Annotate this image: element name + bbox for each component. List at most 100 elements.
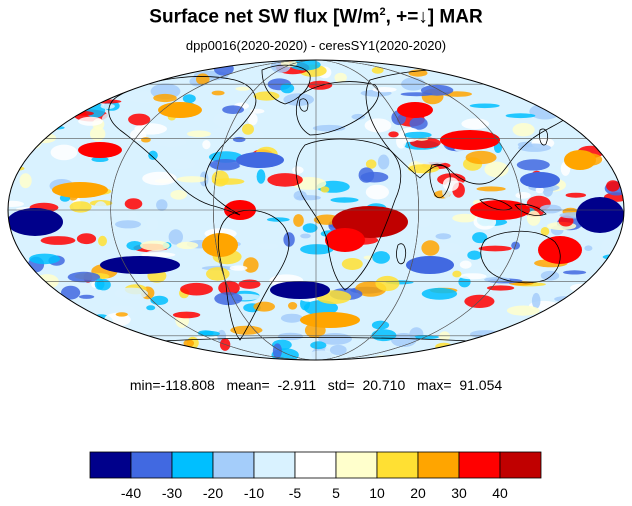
field-blob (140, 240, 170, 251)
field-blob (206, 267, 230, 281)
field-blob (518, 143, 551, 152)
coastline-north-america (108, 76, 257, 216)
field-blob (371, 66, 384, 74)
field-blob (329, 344, 347, 356)
field-blob (218, 280, 240, 296)
field-blob (469, 103, 500, 109)
field-blob (307, 80, 333, 90)
field-blob (458, 276, 471, 288)
field-feature (300, 312, 360, 328)
field-blob (472, 232, 488, 244)
colorbar-swatch (253, 451, 296, 479)
field-feature (202, 233, 238, 257)
field-blob (459, 260, 472, 269)
field-blob (280, 313, 303, 323)
field-blob (300, 233, 311, 239)
field-blob (403, 131, 432, 139)
field-blob (101, 110, 137, 127)
field-blob (546, 161, 561, 167)
field-blob (476, 186, 506, 192)
field-blob (230, 325, 263, 335)
field-blob (306, 350, 337, 360)
field-blob (98, 235, 107, 247)
field-blob (506, 305, 540, 316)
field-blob (484, 161, 509, 178)
field-blob (91, 156, 109, 162)
statistics-line: min=-118.808 mean= -2.911 std= 20.710 ma… (129, 377, 503, 393)
meridian-line (110, 60, 522, 360)
field-blob (229, 265, 248, 271)
colorbar-swatch (212, 451, 255, 479)
field-blob (531, 292, 541, 309)
field-blob (156, 199, 168, 211)
field-blob (365, 159, 377, 169)
coastline-indonesia (479, 198, 513, 211)
field-blob (235, 86, 250, 91)
colorbar-swatch (294, 451, 337, 479)
field-feature (406, 256, 454, 274)
field-blob (310, 341, 327, 350)
field-blob (606, 180, 620, 192)
field-blob (465, 150, 497, 165)
field-blob (146, 305, 156, 311)
field-feature (100, 256, 180, 274)
field-blob (19, 173, 32, 189)
coastline-south-america (217, 209, 290, 341)
field-feature (564, 150, 596, 170)
field-blob (416, 218, 432, 228)
field-blob (464, 294, 495, 308)
field-blob (114, 287, 148, 300)
field-feature (520, 172, 560, 188)
field-blob (247, 113, 258, 126)
field-blob (67, 271, 101, 283)
field-blob (565, 192, 586, 198)
stat-max: 91.054 (459, 377, 503, 393)
field-blob (267, 217, 290, 222)
field-blob (267, 173, 303, 187)
field-blob (182, 94, 196, 103)
coastline-madagascar (396, 243, 406, 265)
field-blob (452, 270, 462, 278)
coastline-new-guinea (514, 203, 547, 216)
field-blob (272, 343, 282, 359)
field-blob (78, 294, 95, 299)
field-blob (584, 245, 593, 251)
field-blob (214, 292, 243, 306)
field-blob (189, 200, 200, 213)
field-blob (372, 251, 390, 264)
field-blob (253, 301, 275, 312)
field-blob (211, 90, 225, 96)
field-blob (202, 140, 211, 150)
field-blob (242, 123, 254, 135)
field-blob (421, 287, 458, 300)
field-blob (141, 252, 176, 258)
field-blob (364, 118, 392, 133)
graticule (8, 60, 624, 360)
field-blob (431, 242, 462, 255)
field-blob (515, 192, 531, 199)
field-blob (243, 257, 259, 273)
field-blob (300, 244, 334, 255)
page-subtitle: dpp0016(2020-2020) - ceresSY1(2020-2020) (185, 38, 447, 53)
field-blob (111, 210, 122, 216)
field-blob (187, 130, 211, 138)
field-blob (78, 116, 103, 126)
field-blob (563, 270, 587, 275)
field-blob (40, 236, 76, 245)
field-feature (158, 102, 202, 118)
colorbar-tick-label: -40 (121, 485, 141, 501)
field-blob (280, 83, 295, 94)
field-blob (183, 339, 195, 348)
field-blob (330, 197, 359, 203)
field-blob (540, 270, 560, 281)
field-blob (421, 240, 440, 256)
field-blob (302, 223, 318, 233)
colorbar-tick-label: -5 (289, 485, 302, 501)
field-blob (258, 243, 279, 250)
field-feature (440, 130, 500, 150)
coastline-europe (296, 81, 379, 136)
colorbar-swatch (89, 451, 132, 479)
colorbar-tick-label: -30 (162, 485, 182, 501)
field-blob (94, 278, 105, 290)
